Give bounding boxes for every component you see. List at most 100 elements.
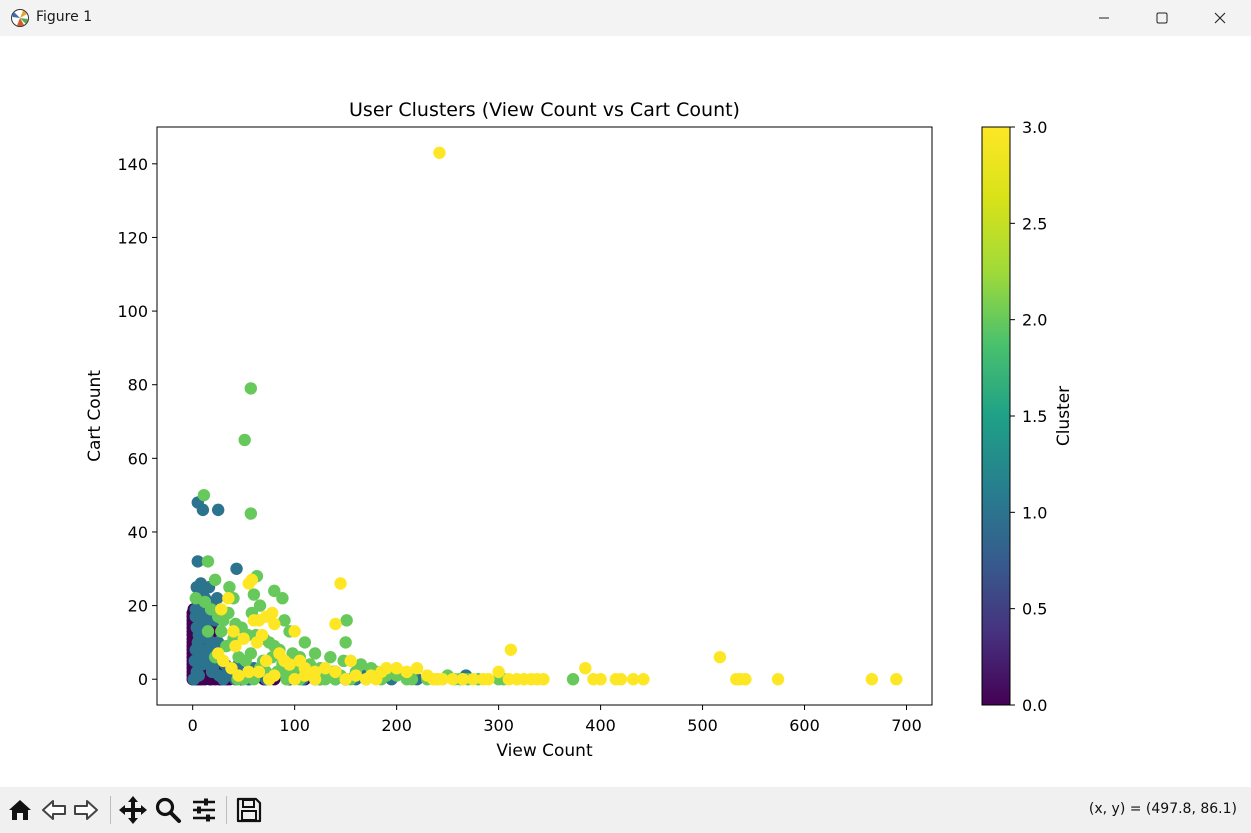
- pan-move-icon: [119, 796, 147, 824]
- x-tick-label: 300: [483, 716, 514, 735]
- figure-canvas[interactable]: User Clusters (View Count vs Cart Count)…: [0, 36, 1251, 786]
- scatter-point: [344, 654, 357, 668]
- scatter-point: [223, 580, 236, 594]
- scatter-point: [238, 433, 251, 447]
- close-icon: [1214, 12, 1226, 24]
- scatter-point: [288, 625, 301, 638]
- scatter-point: [771, 673, 785, 686]
- scatter-point: [208, 573, 222, 587]
- pan-button[interactable]: [117, 794, 149, 826]
- home-icon: [9, 800, 31, 820]
- window-titlebar: Figure 1: [0, 0, 1251, 36]
- scatter-point: [201, 625, 215, 638]
- scatter-point: [594, 673, 607, 686]
- scatter-point: [192, 669, 206, 682]
- forward-arrow-icon: [74, 800, 98, 820]
- x-tick-label: 600: [789, 716, 820, 735]
- x-tick-label: 100: [279, 716, 310, 735]
- scatter-point: [244, 382, 258, 395]
- y-tick-label: 20: [128, 597, 148, 616]
- scatter-point: [253, 599, 267, 612]
- scatter-point: [191, 555, 204, 568]
- scatter-point: [278, 614, 291, 627]
- scatter-point: [210, 592, 224, 605]
- scatter-point: [334, 577, 347, 590]
- save-button[interactable]: [233, 794, 265, 826]
- forward-button[interactable]: [70, 794, 102, 826]
- scatter-point: [627, 673, 640, 686]
- scatter-point: [288, 673, 301, 686]
- scatter-point: [308, 665, 322, 679]
- scatter-point: [283, 658, 296, 671]
- zoom-button[interactable]: [152, 794, 184, 826]
- home-button[interactable]: [4, 794, 36, 826]
- scatter-point: [339, 636, 352, 649]
- scatter-point: [230, 562, 243, 575]
- configure-subplots-button[interactable]: [188, 794, 220, 826]
- scatter-point: [339, 673, 352, 686]
- scatter-point: [713, 650, 727, 664]
- scatter-point: [349, 669, 363, 682]
- colorbar-tick-label: 2.0: [1022, 311, 1047, 330]
- scatter-point: [324, 650, 337, 664]
- scatter-point: [456, 673, 470, 686]
- y-tick-label: 100: [117, 302, 148, 321]
- scatter-point: [329, 617, 342, 631]
- colorbar-ticks: 0.0 0.5 1.0 1.5 2.0 2.5 3.0: [1010, 118, 1047, 715]
- navigation-toolbar: (x, y) = (497.8, 86.1): [0, 787, 1251, 833]
- x-tick-label: 0: [188, 716, 198, 735]
- x-axis-label: View Count: [496, 741, 593, 761]
- save-floppy-icon: [236, 797, 262, 823]
- zoom-magnifier-icon: [155, 797, 181, 823]
- minimize-icon: [1099, 17, 1109, 19]
- scatter-point: [298, 661, 312, 675]
- maximize-button[interactable]: [1133, 0, 1191, 36]
- scatter-point: [579, 661, 592, 675]
- scatter-point: [215, 625, 228, 638]
- scatter-point: [252, 614, 266, 627]
- window-title: Figure 1: [36, 9, 93, 25]
- colorbar-tick-label: 3.0: [1022, 118, 1047, 137]
- matplotlib-app-icon: [11, 9, 29, 27]
- scatter-point: [537, 673, 550, 686]
- scatter-point: [492, 665, 505, 679]
- scatter-point: [196, 503, 210, 517]
- scatter-point: [211, 647, 225, 660]
- x-tick-label: 500: [687, 716, 718, 735]
- scatter-point: [268, 584, 281, 598]
- scatter-point: [380, 661, 393, 675]
- x-tick-label: 400: [585, 716, 616, 735]
- scatter-chart[interactable]: User Clusters (View Count vs Cart Count)…: [0, 36, 1251, 786]
- scatter-points: [186, 146, 903, 686]
- y-tick-label: 60: [128, 449, 148, 468]
- scatter-point: [890, 673, 903, 686]
- x-tick-label: 700: [891, 716, 922, 735]
- colorbar-tick-label: 0.0: [1022, 696, 1047, 715]
- colorbar-tick-label: 1.0: [1022, 503, 1047, 522]
- scatter-point: [247, 588, 261, 601]
- x-axis-ticks: 0 100 200 300 400 500 600 700: [188, 705, 922, 735]
- scatter-point: [237, 632, 250, 645]
- scatter-point: [400, 665, 414, 679]
- scatter-point: [329, 665, 342, 679]
- y-tick-label: 140: [117, 155, 148, 174]
- y-tick-label: 0: [138, 670, 148, 689]
- colorbar-label: Cluster: [1054, 386, 1074, 446]
- scatter-point: [446, 673, 459, 686]
- scatter-point: [482, 673, 495, 686]
- scatter-point: [244, 507, 258, 520]
- configure-subplots-icon: [193, 798, 215, 822]
- scatter-point: [273, 647, 286, 660]
- back-button[interactable]: [38, 794, 70, 826]
- scatter-point: [340, 614, 353, 627]
- scatter-point: [276, 592, 289, 605]
- close-button[interactable]: [1191, 0, 1249, 36]
- scatter-point: [215, 603, 228, 616]
- scatter-point: [225, 661, 238, 675]
- scatter-point: [865, 673, 879, 686]
- scatter-point: [390, 661, 403, 675]
- scatter-point: [201, 555, 215, 568]
- minimize-button[interactable]: [1075, 0, 1133, 36]
- scatter-point: [242, 665, 255, 679]
- maximize-icon: [1156, 12, 1168, 24]
